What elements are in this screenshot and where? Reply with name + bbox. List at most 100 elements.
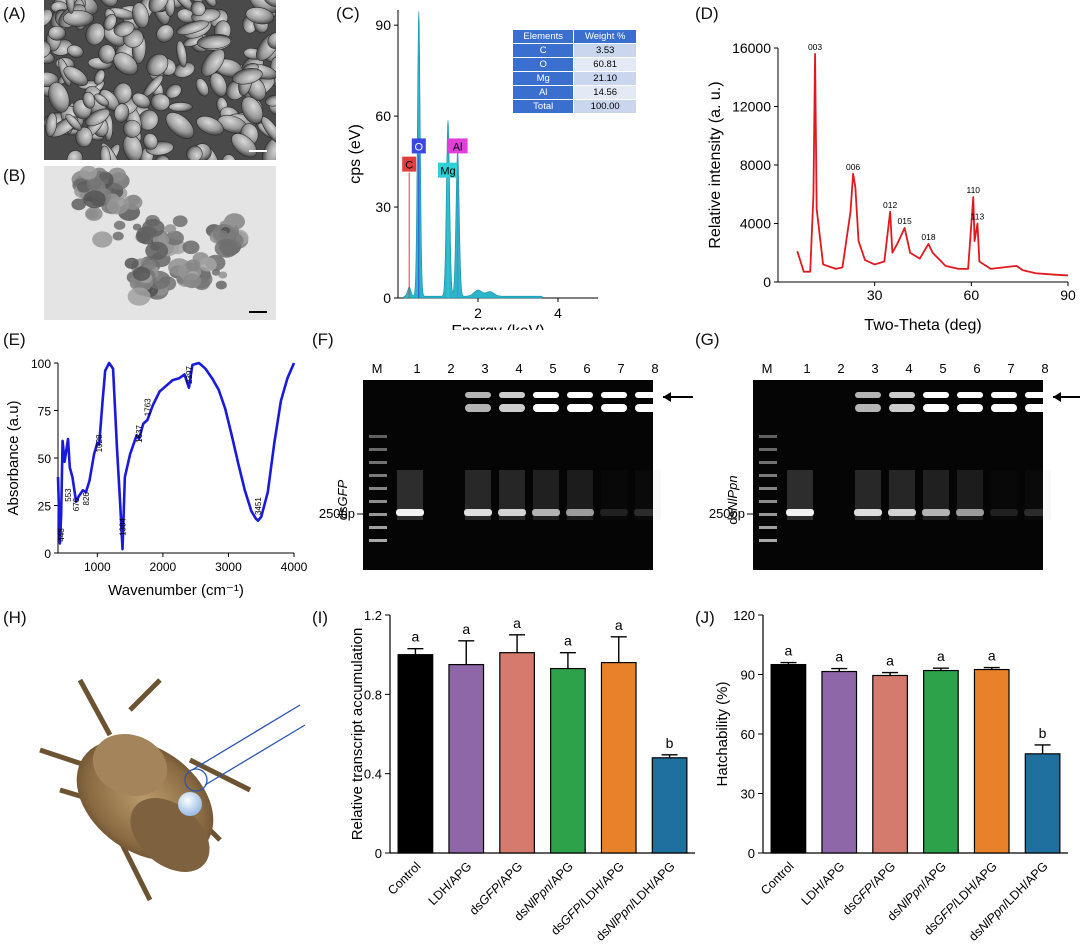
sem-flake xyxy=(82,91,96,109)
tem-particle xyxy=(92,231,113,248)
ladder-band xyxy=(369,448,387,451)
peak-annotation: 2397 xyxy=(185,366,194,384)
lane-label-2: 2 xyxy=(837,361,844,376)
scale-bar xyxy=(249,150,267,152)
lane-label-5: 5 xyxy=(549,361,556,376)
lane-label-6: 6 xyxy=(973,361,980,376)
gel-band-genomic xyxy=(465,392,491,398)
gel-band-250bp xyxy=(888,509,916,516)
y-axis-label: Hatchability (%) xyxy=(714,681,731,786)
ladder-band xyxy=(369,461,387,464)
significance-letter: a xyxy=(513,615,521,631)
ladder-band xyxy=(759,526,777,529)
lane-label-6: 6 xyxy=(583,361,590,376)
y-tick-label: 75 xyxy=(38,405,52,419)
panel-label-d: (D) xyxy=(695,4,719,23)
sem-flake xyxy=(261,136,276,160)
y-tick-label: 90 xyxy=(375,17,391,33)
y-tick-label: 100 xyxy=(31,357,51,371)
y-axis-label: cps (eV) xyxy=(347,124,364,184)
panel-label-g: (G) xyxy=(695,330,720,349)
sem-flake xyxy=(63,66,88,86)
lane-label-3: 3 xyxy=(481,361,488,376)
peak-annotation: 003 xyxy=(808,42,822,52)
gel-band-complex xyxy=(601,404,627,412)
sem-flake xyxy=(165,84,182,99)
tem-particle xyxy=(113,220,126,230)
y-axis-label: Relative transcript accumulation xyxy=(349,628,366,841)
table-cell-weight: 21.10 xyxy=(573,71,637,86)
significance-letter: b xyxy=(1039,725,1047,741)
lane-label-8: 8 xyxy=(651,361,658,376)
peak-annotation: 1028 xyxy=(95,434,104,452)
table-cell-weight: 3.53 xyxy=(573,43,637,58)
tem-particle xyxy=(127,287,151,306)
table-header-weight: Weight % xyxy=(573,29,637,44)
x-tick-label: 3000 xyxy=(215,560,242,574)
gel-band-genomic xyxy=(635,392,661,398)
x-tick-label: 90 xyxy=(1060,287,1076,303)
peak-annotation: 1763 xyxy=(143,398,152,416)
ladder-band xyxy=(759,435,777,438)
sem-flake xyxy=(201,48,225,77)
bar xyxy=(550,667,586,854)
significance-letter: a xyxy=(615,617,623,633)
gel-band-complex xyxy=(533,404,559,412)
x-tick-label: 60 xyxy=(964,287,980,303)
marker-size-label: 250bp xyxy=(319,506,355,521)
gel-band-250bp xyxy=(532,509,560,516)
gel-smear xyxy=(1025,470,1051,520)
sem-flake xyxy=(262,0,276,8)
bar xyxy=(651,757,688,854)
tem-particle xyxy=(145,241,169,260)
table-row: Al 14.56 xyxy=(511,85,637,100)
tem-particle xyxy=(143,259,157,271)
gel-band-250bp xyxy=(956,509,984,516)
ladder-band xyxy=(759,474,777,477)
significance-letter: a xyxy=(886,653,894,669)
sem-flake xyxy=(267,32,276,49)
y-tick-label: 0 xyxy=(383,290,391,306)
sem-flake xyxy=(113,21,135,37)
sem-flake xyxy=(203,0,217,7)
y-tick-label: 0 xyxy=(748,846,755,861)
ladder-band xyxy=(369,435,387,438)
ladder-band xyxy=(369,539,387,542)
bar xyxy=(770,663,807,854)
bar xyxy=(923,669,959,854)
sem-flake xyxy=(44,8,53,27)
sem-flake xyxy=(75,126,93,148)
gel-side-label: dsGFP xyxy=(335,479,350,520)
peak-annotation: 3451 xyxy=(254,497,263,515)
tem-particle xyxy=(164,224,177,234)
lane-label-1: 1 xyxy=(413,361,420,376)
ladder-band xyxy=(759,487,777,490)
lane-label-7: 7 xyxy=(1007,361,1014,376)
lane-label-4: 4 xyxy=(515,361,522,376)
sem-flake xyxy=(195,78,209,97)
table-cell-element: O xyxy=(511,57,575,72)
peak-annotation: 1384 xyxy=(119,518,128,536)
peak-annotation: 113 xyxy=(971,212,985,222)
peak-annotation: 1637 xyxy=(135,424,144,442)
sem-flake xyxy=(99,145,111,160)
sem-flake xyxy=(196,34,232,50)
table-cell-element: Mg xyxy=(511,71,575,86)
sem-flake xyxy=(245,7,275,25)
sem-flake xyxy=(85,22,106,46)
lane-label-M: M xyxy=(372,361,383,376)
sem-flake xyxy=(132,2,150,29)
ftir-chart: 0 25 50 75 100 1000 2000 3000 4000 Wavenumber (cm… xyxy=(5,357,308,599)
tem-particle xyxy=(218,230,229,239)
series-line xyxy=(796,52,1069,277)
ladder-band xyxy=(759,513,777,516)
peak-annotation: 676 xyxy=(72,497,81,511)
sem-flake xyxy=(113,82,133,105)
scale-bar xyxy=(249,311,267,313)
tem-particle xyxy=(165,230,184,246)
ladder-band xyxy=(759,461,777,464)
tem-particle xyxy=(214,238,239,258)
table-row: O 60.81 xyxy=(511,57,637,72)
